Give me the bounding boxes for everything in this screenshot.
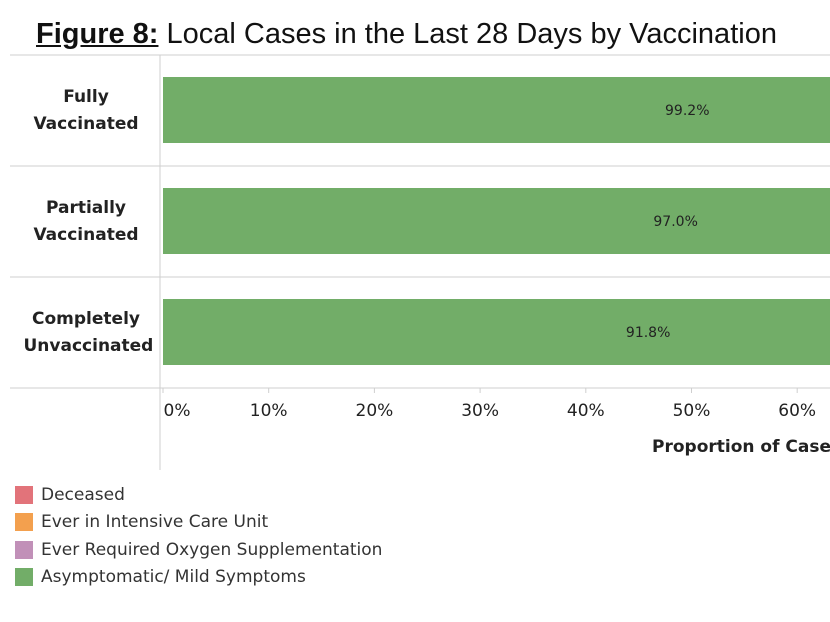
title-text: Local Cases in the Last 28 Days by Vacci… xyxy=(166,18,777,50)
category-label: Partially Vaccinated xyxy=(12,195,160,249)
x-tick-label: 40% xyxy=(567,401,605,421)
x-tick-label: 20% xyxy=(356,401,394,421)
legend-swatch xyxy=(15,567,33,586)
legend-swatch xyxy=(15,540,33,559)
legend-swatch xyxy=(15,486,33,504)
legend-label: Ever in Intensive Care Unit xyxy=(41,512,269,533)
bar-segment xyxy=(163,77,830,143)
data-label: 91.8% xyxy=(626,325,670,341)
legend-item: Deceased xyxy=(15,485,125,505)
legend-label: Deceased xyxy=(41,485,125,505)
category-label: Fully Vaccinated xyxy=(12,84,160,138)
legend-item: Asymptomatic/ Mild Symptoms xyxy=(15,567,306,587)
bar-segment xyxy=(163,299,830,365)
x-tick-label: 50% xyxy=(673,401,711,421)
x-tick-label: 60% xyxy=(778,401,816,421)
data-label: 99.2% xyxy=(665,103,709,119)
bar-segment xyxy=(163,188,830,254)
title-prefix: Figure 8: xyxy=(36,18,159,50)
x-tick-label: 30% xyxy=(461,401,499,421)
legend-item: Ever in Intensive Care Unit xyxy=(15,512,268,532)
legend-label: Asymptomatic/ Mild Symptoms xyxy=(41,566,306,587)
x-tick-label: 10% xyxy=(250,401,288,421)
title: Figure 8: Local Cases in the Last 28 Day… xyxy=(36,18,777,51)
category-text: Partially Vaccinated xyxy=(33,198,139,245)
legend-swatch xyxy=(15,513,33,532)
x-axis-label: Proportion of Cases xyxy=(652,437,830,457)
category-text: Fully Vaccinated xyxy=(33,87,139,134)
x-tick-label: 0% xyxy=(164,401,191,421)
data-label: 97.0% xyxy=(653,214,697,230)
category-label: Completely Unvaccinated xyxy=(12,306,160,360)
legend-item: Ever Required Oxygen Supplementation xyxy=(15,540,382,560)
category-text: Completely Unvaccinated xyxy=(23,309,154,356)
legend-label: Ever Required Oxygen Supplementation xyxy=(41,539,383,560)
